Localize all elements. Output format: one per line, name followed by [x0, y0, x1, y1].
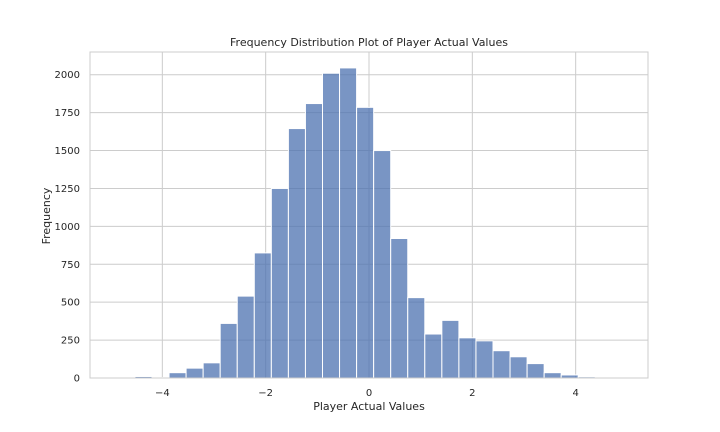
histogram-bar [373, 150, 392, 379]
x-tick-label: −4 [155, 388, 170, 399]
x-tick-labels: −4 −2 0 2 4 [155, 388, 579, 399]
bars [100, 67, 630, 379]
y-tick-label: 1500 [55, 146, 80, 157]
y-axis-label: Frequency [40, 187, 53, 244]
histogram-bar [339, 67, 358, 379]
plot-frame [89, 51, 649, 379]
histogram-bar [492, 350, 511, 379]
histogram-bar [185, 367, 204, 379]
x-axis-label: Player Actual Values [313, 400, 425, 413]
histogram-bar [287, 128, 306, 379]
y-tick-label: 1000 [55, 222, 80, 233]
histogram-bar [253, 252, 272, 379]
y-tick-label: 1250 [55, 184, 80, 195]
x-tick-label: 0 [366, 388, 372, 399]
histogram-bar [475, 340, 494, 379]
histogram-bar [441, 319, 460, 379]
histogram-bar [543, 372, 562, 379]
histogram-bar [236, 295, 255, 379]
histogram-bar [168, 372, 187, 379]
y-tick-label: 750 [61, 260, 80, 271]
y-tick-label: 250 [61, 336, 80, 347]
histogram-bar [219, 322, 238, 379]
y-tick-labels: 0 250 500 750 1000 1250 1500 1750 2000 [55, 70, 80, 384]
y-tick-label: 1750 [55, 108, 80, 119]
histogram-bar [322, 72, 341, 379]
y-tick-label: 500 [61, 298, 80, 309]
histogram-bar [424, 333, 443, 379]
histogram-bar [270, 187, 289, 379]
histogram-bar [390, 238, 409, 379]
histogram-bar [304, 103, 324, 379]
histogram-bar [509, 356, 528, 379]
y-tick-label: 0 [74, 374, 80, 385]
x-tick-label: 2 [469, 388, 475, 399]
histogram-bar [407, 297, 426, 379]
chart-title: Frequency Distribution Plot of Player Ac… [230, 36, 508, 49]
x-tick-label: 4 [572, 388, 578, 399]
histogram-bar [526, 363, 545, 379]
histogram-bar [356, 106, 375, 379]
histogram-bar [202, 362, 221, 379]
histogram-bar [458, 337, 477, 379]
y-tick-label: 2000 [55, 70, 80, 81]
x-tick-label: −2 [258, 388, 273, 399]
